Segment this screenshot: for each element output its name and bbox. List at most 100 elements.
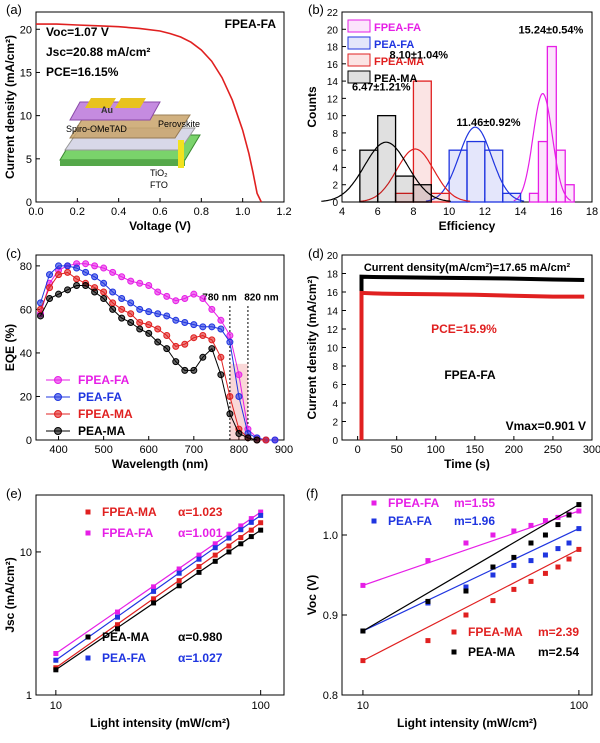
eqe-point	[127, 318, 135, 326]
eqe-point	[154, 310, 162, 318]
x-tick-label: 700	[185, 444, 203, 456]
data-point	[528, 540, 534, 546]
eqe-point	[109, 299, 117, 307]
x-tick-label: 0.8	[194, 206, 209, 218]
legend-label: PEA-FA	[102, 651, 146, 665]
legend-label: PEA-MA	[374, 73, 417, 85]
data-point	[196, 569, 202, 575]
data-point	[238, 535, 244, 541]
data-point	[511, 586, 517, 592]
legend-swatch	[347, 53, 371, 67]
eqe-point	[109, 268, 117, 276]
data-point	[226, 549, 232, 555]
legend-label: FPEA-MA	[374, 56, 424, 68]
histogram-bar	[466, 140, 486, 203]
data-point	[490, 598, 496, 604]
plot-frame	[341, 254, 593, 441]
eqe-point	[181, 318, 189, 326]
slope-label: m=1.55	[454, 496, 495, 510]
inset-label-au: Au	[101, 105, 113, 115]
eqe-point	[145, 329, 153, 337]
eqe-point	[172, 297, 180, 305]
y-tick-label: 10	[20, 111, 32, 123]
eqe-point	[55, 262, 63, 270]
eqe-point	[163, 332, 171, 340]
eqe-point	[226, 410, 234, 418]
histogram-bar	[394, 175, 415, 203]
legend-label: PEA-FA	[388, 514, 432, 528]
data-point	[212, 558, 218, 564]
x-tick-label: 8	[410, 206, 416, 218]
data-point	[212, 541, 218, 547]
fit-line	[362, 510, 580, 586]
eqe-point	[145, 321, 153, 329]
histogram-bar	[555, 149, 566, 203]
eqe-point	[82, 281, 90, 289]
x-axis-label: Voltage (V)	[129, 219, 191, 233]
legend-swatch	[347, 36, 371, 50]
data-point	[238, 523, 244, 529]
legend-marker	[451, 629, 457, 635]
data-point	[542, 532, 548, 538]
panel-tag: (a)	[6, 2, 22, 17]
panel-tag: (b)	[308, 2, 324, 17]
x-tick-label: 100	[427, 444, 445, 456]
data-point	[248, 516, 254, 522]
eqe-point	[127, 310, 135, 318]
eqe-point	[145, 281, 153, 289]
eqe-point	[55, 271, 63, 279]
histogram-bar	[484, 149, 504, 203]
eqe-point	[208, 305, 216, 313]
eqe-point	[154, 325, 162, 333]
histogram-bar	[546, 45, 557, 203]
y-tick-label: 6	[332, 381, 338, 392]
data-point	[566, 540, 572, 546]
eqe-point	[172, 316, 180, 324]
eqe-point	[127, 277, 135, 285]
fpea-fa-annotation: 15.24±0.54%	[519, 25, 584, 37]
data-point	[115, 622, 121, 628]
eqe-point	[46, 271, 54, 279]
panel-tag: (c)	[6, 246, 21, 261]
eqe-point	[190, 321, 198, 329]
panel-tag: (e)	[6, 486, 22, 501]
x-tick-label: 1.0	[235, 206, 250, 218]
eqe-point	[217, 353, 225, 361]
data-point	[360, 582, 366, 588]
eqe-point	[190, 366, 198, 374]
eqe-point	[235, 429, 243, 437]
panel-a: 0.0 0.2 0.4 0.6 0.8 1.0 1.2 0 5 10 15 20 Voltage (V)…	[3, 11, 292, 233]
eqe-point	[262, 436, 270, 444]
data-point	[463, 540, 469, 546]
legend-marker	[54, 393, 62, 401]
data-point	[176, 566, 182, 572]
data-point	[360, 628, 366, 634]
y-tick-label: 80	[20, 261, 32, 273]
data-point	[555, 546, 561, 552]
data-point	[248, 519, 254, 525]
data-point	[576, 546, 582, 552]
y-tick-label: 18	[327, 43, 339, 54]
inset-perovskite-layer	[69, 114, 191, 139]
y-tick-label: 20	[327, 251, 339, 262]
y-tick-label: 5	[26, 154, 32, 166]
y-tick-label: 4	[332, 163, 338, 174]
slope-label: m=2.54	[538, 645, 579, 659]
data-point	[360, 658, 366, 664]
data-point	[53, 651, 59, 657]
inset-label-tio2: TiO₂	[150, 168, 168, 178]
legend-label: PEA-MA	[78, 424, 126, 438]
data-point	[151, 596, 157, 602]
histogram-bar	[412, 80, 432, 203]
y-axis-label: EQE (%)	[3, 324, 17, 371]
y-tick-label: 18	[327, 270, 339, 281]
y-tick-label: 14	[327, 307, 339, 318]
panel-e: 10 100 1 10 Light intensity (mW/cm²) Jsc (mA/…	[3, 494, 285, 730]
data-point	[511, 554, 517, 560]
legend-label: PEA-MA	[102, 630, 150, 644]
data-point	[115, 614, 121, 620]
eqe-point	[73, 281, 81, 289]
eqe-point	[271, 436, 279, 444]
eqe-point	[136, 318, 144, 326]
data-point	[176, 570, 182, 576]
